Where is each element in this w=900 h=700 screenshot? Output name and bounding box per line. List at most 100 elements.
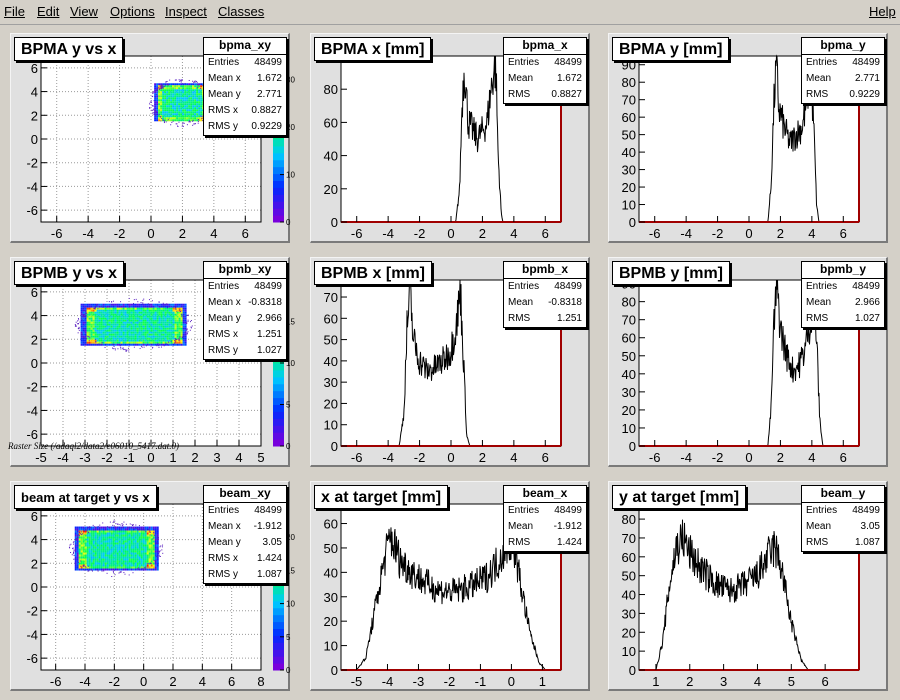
heatmap-cell xyxy=(136,343,139,346)
menu-classes[interactable]: Classes xyxy=(218,4,265,19)
heatmap-cell xyxy=(148,536,151,539)
heatmap-point xyxy=(135,524,137,526)
heatmap-point xyxy=(77,536,79,538)
heatmap-cell xyxy=(152,337,155,340)
heatmap-cell xyxy=(134,542,137,545)
heatmap-cell xyxy=(116,554,119,557)
heatmap-cell xyxy=(106,538,109,541)
pad-bpmb_y[interactable]: -6-4-202460102030405060708090BPMB y [mm]… xyxy=(608,257,888,467)
heatmap-cell xyxy=(168,305,171,308)
heatmap-cell xyxy=(118,542,121,545)
heatmap-cell xyxy=(144,540,147,543)
heatmap-cell xyxy=(80,327,83,330)
heatmap-cell xyxy=(170,83,173,86)
heatmap-point xyxy=(120,301,122,303)
heatmap-cell xyxy=(104,550,107,553)
heatmap-cell xyxy=(164,307,167,310)
x-tick-label: 1 xyxy=(169,450,176,465)
menu-options[interactable]: Options xyxy=(110,4,155,19)
menu-help[interactable]: Help xyxy=(869,4,896,19)
menu-edit[interactable]: Edit xyxy=(37,4,60,19)
heatmap-cell xyxy=(170,87,173,90)
heatmap-cell xyxy=(124,335,127,338)
heatmap-cell xyxy=(166,327,169,330)
menu-file[interactable]: File xyxy=(4,4,25,19)
heatmap-cell xyxy=(122,303,125,306)
heatmap-point xyxy=(154,560,156,562)
pad-bpma_y[interactable]: -6 -4 -2 0 2 4 6 0 10 20 30 40 50 60 70 80 90 BPMA y [mm]… xyxy=(608,33,888,243)
heatmap-cell xyxy=(178,105,181,108)
heatmap-cell xyxy=(104,325,107,328)
heatmap-cell xyxy=(90,562,93,565)
heatmap-cell xyxy=(96,544,99,547)
pad-bpmb_x[interactable]: -6 -4 -2 0 2 4 6 0 10 20 30 40 50 60 70 BPMB x [mm] bpmb… xyxy=(310,257,590,467)
heatmap-point xyxy=(133,302,135,304)
heatmap-cell xyxy=(146,542,149,545)
heatmap-cell xyxy=(100,560,103,563)
heatmap-cell xyxy=(154,548,157,551)
heatmap-cell xyxy=(74,528,77,531)
heatmap-point xyxy=(112,572,114,574)
heatmap-point xyxy=(161,546,163,548)
heatmap-cell xyxy=(104,538,107,541)
pad-beam_x[interactable]: -5 -4 -3 -2 -1 0 1 0 10 20 30 40 50 60 x at target [mm… xyxy=(310,481,590,691)
y-tick-label: 40 xyxy=(324,565,338,580)
heatmap-cell xyxy=(110,323,113,326)
heatmap-cell xyxy=(86,333,89,336)
heatmap-cell xyxy=(136,558,139,561)
heatmap-cell xyxy=(82,532,85,535)
pad-beam_xy[interactable]: 0 5 10 15 20 -6 -4 -2 0 2 4 6 8 -6 -4 -2 0 2 4 6 beam at tar… xyxy=(10,481,295,691)
heatmap-cell xyxy=(132,530,135,533)
heatmap-cell xyxy=(136,325,139,328)
heatmap-point xyxy=(99,344,101,346)
heatmap-cell xyxy=(146,329,149,332)
heatmap-cell xyxy=(166,87,169,90)
heatmap-cell xyxy=(154,91,157,94)
heatmap-cell xyxy=(136,327,139,330)
pad-bpmb_xy[interactable]: 0 5 10 15 -5 -4 -3 -2 -1 0 1 2 3 4 5 -6 -4 -2 0 2 4 6 BPMB y v… xyxy=(10,257,295,467)
heatmap-cell xyxy=(148,532,151,535)
heatmap-point xyxy=(147,563,149,565)
heatmap-cell xyxy=(112,560,115,563)
pad-bpma_x[interactable]: -6-4-20246020406080100BPMA x [mm]bpma_xE… xyxy=(310,33,590,243)
heatmap-cell xyxy=(166,343,169,346)
heatmap-cell xyxy=(142,339,145,342)
heatmap-cell xyxy=(92,542,95,545)
heatmap-point xyxy=(86,338,88,340)
heatmap-cell xyxy=(108,327,111,330)
menu-view[interactable]: View xyxy=(70,4,98,19)
heatmap-point xyxy=(201,115,203,117)
heatmap-point xyxy=(188,79,190,81)
pad-beam_y[interactable]: 1 2 3 4 5 6 0 10 20 30 40 50 60 70 80 y at target [mm] b… xyxy=(608,481,888,691)
heatmap-cell xyxy=(186,103,189,106)
heatmap-cell xyxy=(118,331,121,334)
heatmap-cell xyxy=(82,546,85,549)
stats-row: RMS y 1.087 xyxy=(204,567,286,583)
menu-inspect[interactable]: Inspect xyxy=(165,4,207,19)
y-tick-label: 30 xyxy=(324,375,338,390)
root-canvas[interactable]: 0 10 20 30 -6 -4 -2 0 2 4 6 -6 -4 -2 0 2 4 6 BPMA y vs x bp… xyxy=(2,27,898,698)
pad-bpma_xy[interactable]: 0 10 20 30 -6 -4 -2 0 2 4 6 -6 -4 -2 0 2 4 6 BPMA y vs x bp… xyxy=(10,33,295,243)
y-tick-label: 20 xyxy=(622,625,636,640)
heatmap-cell xyxy=(150,538,153,541)
heatmap-cell xyxy=(178,341,181,344)
heatmap-cell xyxy=(158,87,161,90)
heatmap-cell xyxy=(128,548,131,551)
heatmap-cell xyxy=(166,323,169,326)
heatmap-cell xyxy=(184,311,187,314)
heatmap-point xyxy=(172,120,174,122)
heatmap-cell xyxy=(126,566,129,569)
heatmap-cell xyxy=(82,562,85,565)
heatmap-cell xyxy=(110,311,113,314)
heatmap-cell xyxy=(174,95,177,98)
heatmap-point xyxy=(106,572,108,574)
y-tick-label: 0 xyxy=(629,663,636,678)
palette-tick-label: 5 xyxy=(286,401,291,410)
heatmap-cell xyxy=(104,544,107,547)
heatmap-cell xyxy=(106,317,109,320)
heatmap-cell xyxy=(128,528,131,531)
heatmap-cell xyxy=(96,556,99,559)
heatmap-cell xyxy=(170,317,173,320)
heatmap-point xyxy=(153,109,155,111)
heatmap-cell xyxy=(86,341,89,344)
